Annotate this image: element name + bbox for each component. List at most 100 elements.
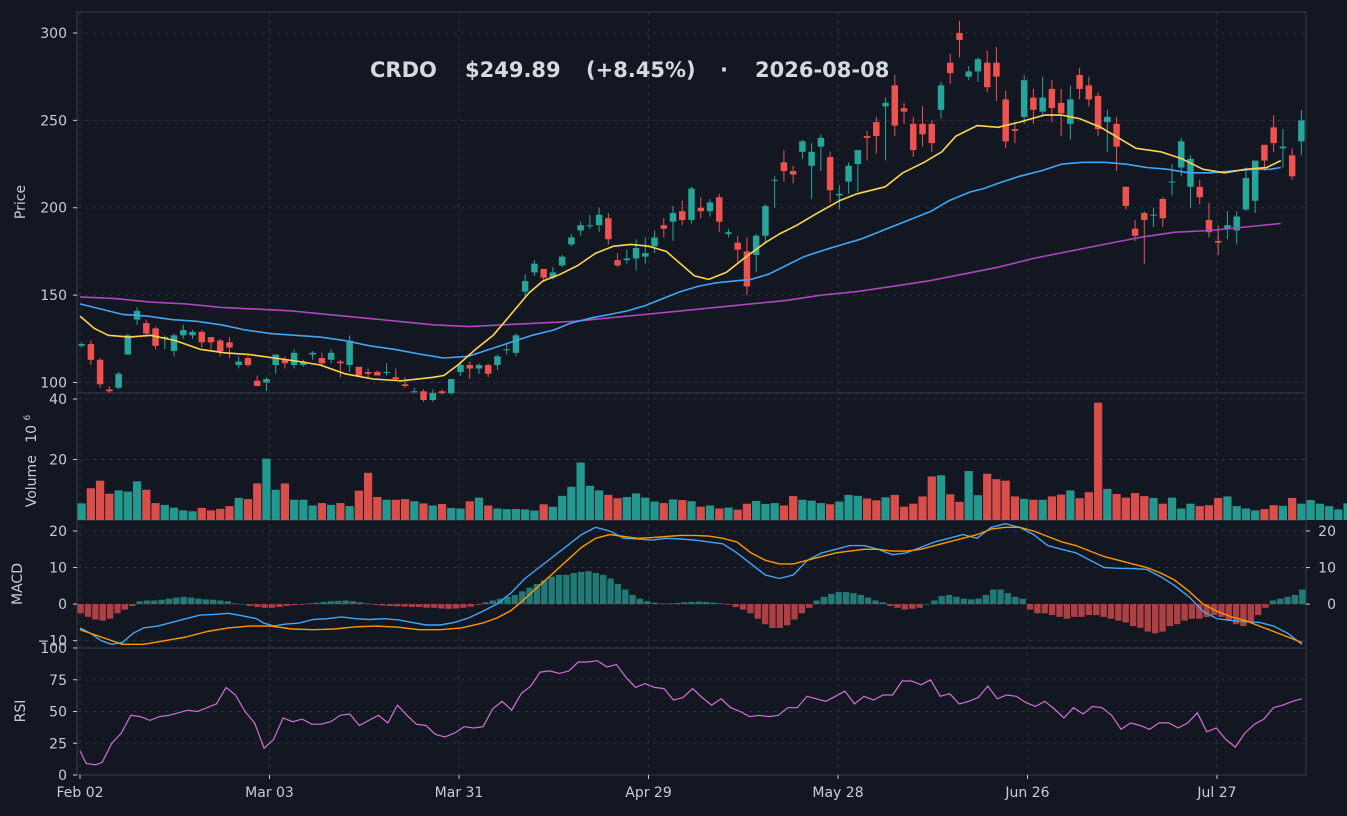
macd-histogram-bar <box>997 589 1003 604</box>
macd-histogram-bar <box>961 599 967 604</box>
title-price: $249.89 <box>465 58 561 82</box>
macd-histogram-bar <box>652 603 658 604</box>
candle-down <box>356 367 362 376</box>
candle-down <box>679 211 685 220</box>
macd-histogram-bar <box>1086 604 1092 615</box>
macd-histogram-bar <box>571 573 577 604</box>
volume-bar <box>863 499 871 520</box>
volume-bar <box>114 490 122 520</box>
candle-up <box>115 374 121 388</box>
macd-histogram-bar <box>556 575 562 604</box>
macd-histogram-bar <box>181 597 187 604</box>
volume-bar <box>623 497 631 520</box>
candle-down <box>790 171 796 174</box>
macd-histogram-bar <box>151 600 157 604</box>
volume-bar <box>96 481 104 520</box>
volume-bar <box>1103 489 1111 520</box>
candle-up <box>965 71 971 76</box>
volume-bar <box>798 500 806 520</box>
macd-histogram-bar <box>755 604 761 619</box>
x-tick-label: Mar 31 <box>435 785 484 801</box>
volume-bar <box>392 500 400 520</box>
volume-bar <box>1260 509 1268 520</box>
macd-histogram-bar <box>1005 593 1011 604</box>
candle-down <box>984 63 990 87</box>
candle-down <box>245 358 251 365</box>
volume-bar <box>1325 506 1333 520</box>
candle-down <box>661 225 667 228</box>
volume-bar <box>780 505 788 520</box>
macd-histogram-bar <box>136 601 142 604</box>
volume-bar <box>632 493 640 520</box>
price-y-tick-label: 300 <box>40 26 67 42</box>
macd-histogram-bar <box>843 592 849 604</box>
volume-bar <box>1205 505 1213 520</box>
candle-down <box>143 323 149 333</box>
macd-histogram-bar <box>1189 604 1195 619</box>
volume-bar <box>1334 509 1342 520</box>
candle-down <box>199 332 205 342</box>
volume-bar <box>1196 506 1204 520</box>
macd-histogram-bar <box>1174 604 1180 624</box>
candle-down <box>1289 155 1295 176</box>
macd-histogram-bar <box>92 604 98 619</box>
candle-down <box>993 63 999 77</box>
volume-bar <box>974 495 982 520</box>
candle-up <box>725 232 731 234</box>
candle-up <box>171 335 177 351</box>
candle-up <box>836 194 842 196</box>
macd-histogram-bar <box>894 604 900 608</box>
macd-histogram-bar <box>769 604 775 628</box>
candle-up <box>235 362 241 365</box>
candle-up <box>78 344 84 346</box>
macd-histogram-bar <box>335 601 341 604</box>
macd-histogram-bar <box>342 600 348 604</box>
rsi-y-tick-label: 0 <box>58 768 67 784</box>
candle-up <box>411 391 417 392</box>
macd-histogram-bar <box>548 577 554 604</box>
volume-bar <box>687 501 695 520</box>
volume-bar <box>456 509 464 520</box>
macd-histogram-bar <box>607 579 613 605</box>
x-tick-label: May 28 <box>812 785 863 801</box>
price-y-tick-label: 100 <box>40 376 67 392</box>
volume-bar <box>521 509 529 520</box>
volume-bar <box>724 508 732 520</box>
macd-histogram-bar <box>836 592 842 604</box>
macd-y-tick-label: 10 <box>1318 561 1336 577</box>
volume-bar <box>466 501 474 520</box>
candle-down <box>439 391 445 393</box>
volume-bar <box>1233 506 1241 520</box>
macd-histogram-bar <box>254 604 260 607</box>
macd-histogram-bar <box>372 604 378 605</box>
macd-histogram-bar <box>1240 604 1246 626</box>
volume-bar <box>105 494 113 520</box>
macd-histogram-bar <box>887 604 893 606</box>
volume-bar <box>734 510 742 520</box>
candle-down <box>864 136 870 138</box>
macd-histogram-bar <box>1218 604 1224 617</box>
candle-up <box>975 59 981 71</box>
candle-up <box>180 330 186 335</box>
candle-up <box>1021 80 1027 117</box>
macd-histogram-bar <box>1248 604 1254 622</box>
candle-up <box>1178 141 1184 167</box>
volume-bar <box>410 501 418 520</box>
volume-bar <box>530 511 538 520</box>
macd-histogram-bar <box>563 575 569 604</box>
candle-down <box>734 243 740 250</box>
macd-histogram-bar <box>975 599 981 604</box>
macd-histogram-bar <box>350 601 356 604</box>
candle-up <box>651 237 657 246</box>
macd-histogram-bar <box>659 603 665 604</box>
x-tick-label: Mar 03 <box>245 785 294 801</box>
volume-bar <box>1251 510 1259 520</box>
candle-down <box>781 162 787 171</box>
volume-bar <box>161 505 169 520</box>
candle-up <box>457 365 463 372</box>
candle-down <box>402 384 408 386</box>
candle-up <box>263 379 269 382</box>
volume-bar <box>309 505 317 520</box>
macd-histogram-bar <box>637 599 643 604</box>
volume-bar <box>1223 496 1231 520</box>
